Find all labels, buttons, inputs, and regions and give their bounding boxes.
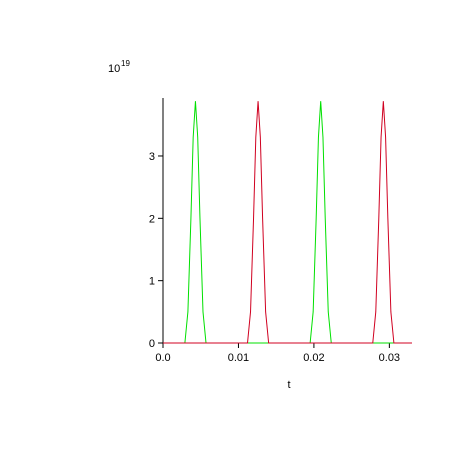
y-tick-label: 3 — [149, 151, 155, 163]
x-tick-label: 0.01 — [228, 352, 249, 364]
y-tick-label: 0 — [149, 338, 155, 350]
y-scale-base: 10 — [108, 63, 120, 75]
y-tick-label: 1 — [149, 276, 155, 288]
y-tick-label: 2 — [149, 213, 155, 225]
x-tick-label: 0.03 — [379, 352, 400, 364]
series-line — [163, 101, 412, 344]
x-axis-label: t — [287, 379, 290, 391]
series-line — [163, 101, 412, 344]
x-tick-label: 0.0 — [155, 352, 170, 364]
y-scale-exponent: 19 — [121, 59, 130, 68]
x-tick-label: 0.02 — [303, 352, 324, 364]
